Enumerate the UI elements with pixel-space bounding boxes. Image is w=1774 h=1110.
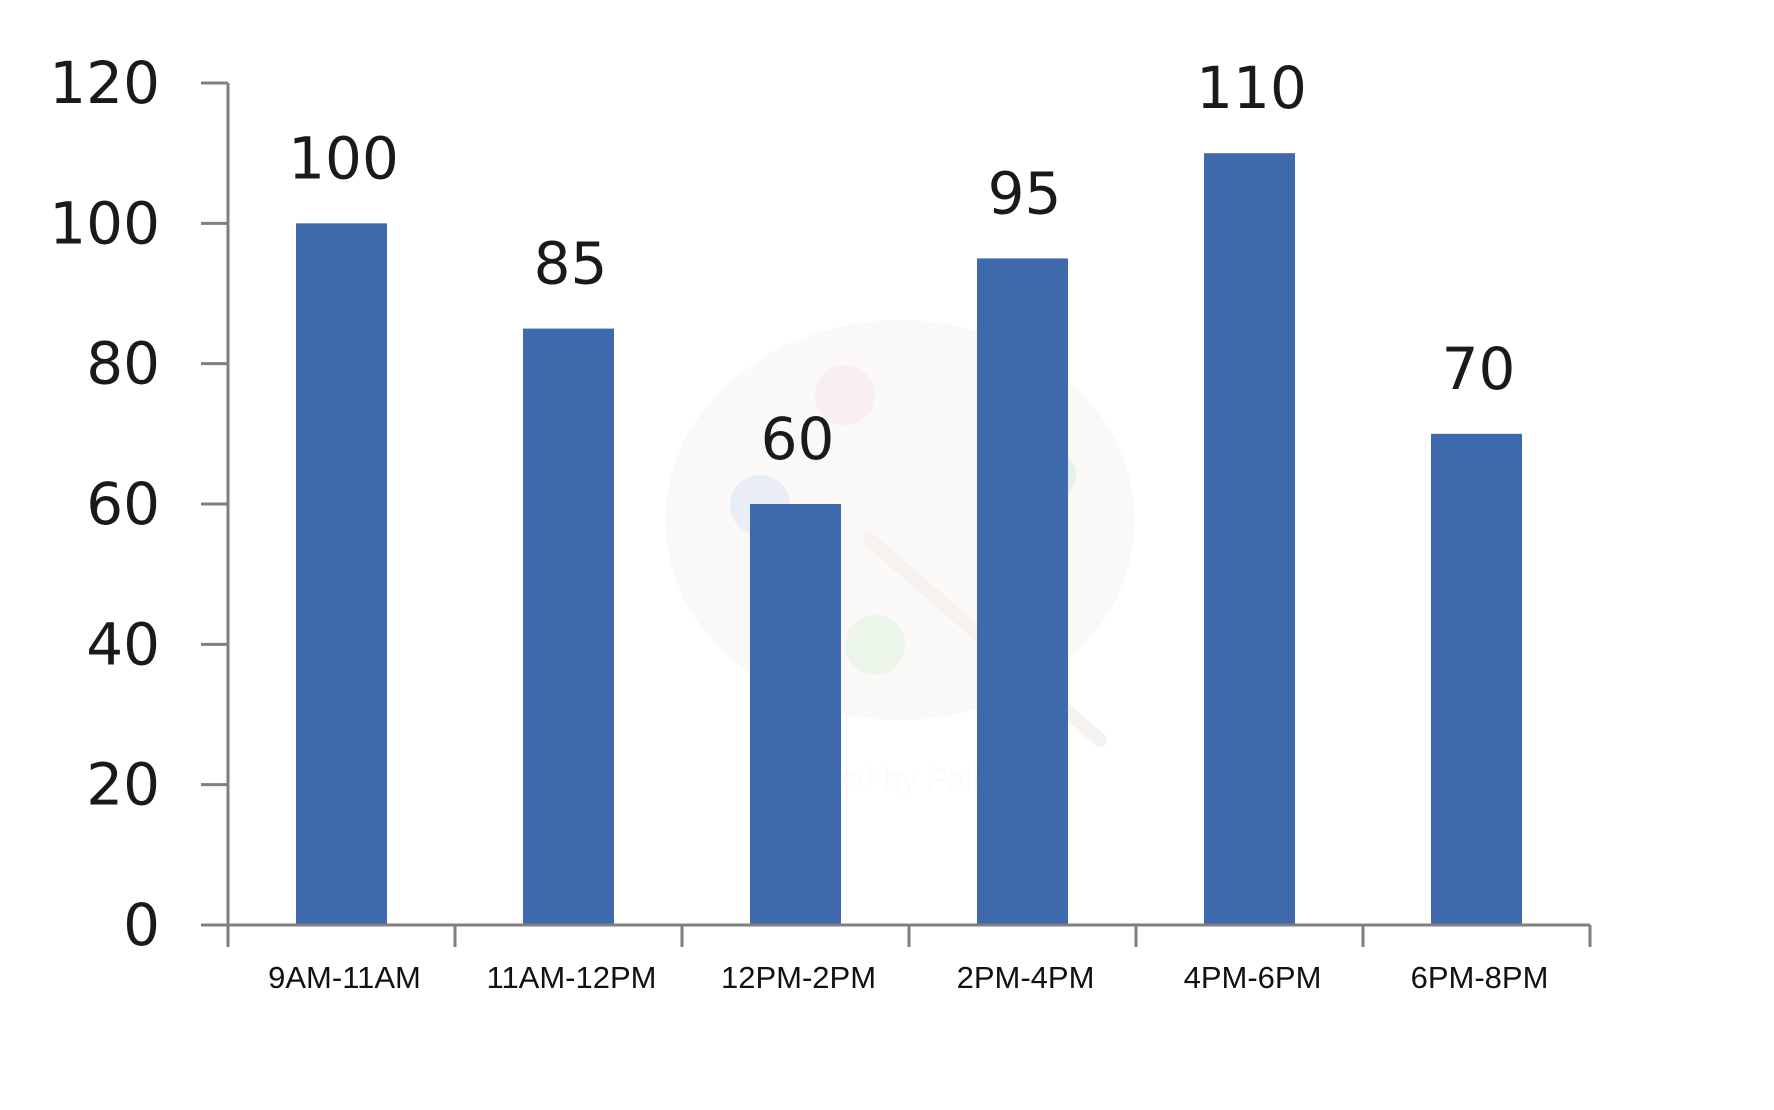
data-label: 95 bbox=[988, 159, 1062, 227]
y-tick-label: 60 bbox=[86, 470, 160, 538]
bars-group bbox=[296, 153, 1522, 926]
y-tick-label: 100 bbox=[49, 189, 160, 257]
data-label: 100 bbox=[288, 124, 399, 192]
y-tick-label: 120 bbox=[49, 49, 160, 117]
y-tick-label: 20 bbox=[86, 751, 160, 819]
axes-group bbox=[201, 81, 1592, 947]
bar-6PM-8PM bbox=[1431, 433, 1522, 925]
bar-2PM-4PM bbox=[977, 258, 1068, 926]
y-tick-label: 0 bbox=[123, 891, 160, 959]
y-tick-label: 80 bbox=[86, 330, 160, 398]
bar-11AM-12PM bbox=[523, 328, 614, 925]
data-label: 70 bbox=[1442, 335, 1516, 403]
bar-12PM-2PM bbox=[750, 504, 841, 925]
bar-9AM-11AM bbox=[296, 223, 387, 926]
x-tick-label: 11AM-12PM bbox=[487, 960, 657, 995]
x-tick-label: 4PM-6PM bbox=[1184, 960, 1322, 995]
x-tick-label: 9AM-11AM bbox=[268, 960, 421, 995]
x-tick-label: 6PM-8PM bbox=[1411, 960, 1549, 995]
data-label: 110 bbox=[1196, 54, 1307, 122]
data-label: 85 bbox=[534, 230, 608, 298]
y-tick-label: 40 bbox=[86, 610, 160, 678]
x-tick-label: 12PM-2PM bbox=[721, 960, 876, 995]
labels-group: 0 20 40 60 80 100 120 100 9AM-11AM 85 11AM-12PM 60 1… bbox=[49, 49, 1548, 995]
data-label: 60 bbox=[761, 405, 835, 473]
x-tick-label: 2PM-4PM bbox=[957, 960, 1095, 995]
bar-4PM-6PM bbox=[1204, 153, 1295, 925]
